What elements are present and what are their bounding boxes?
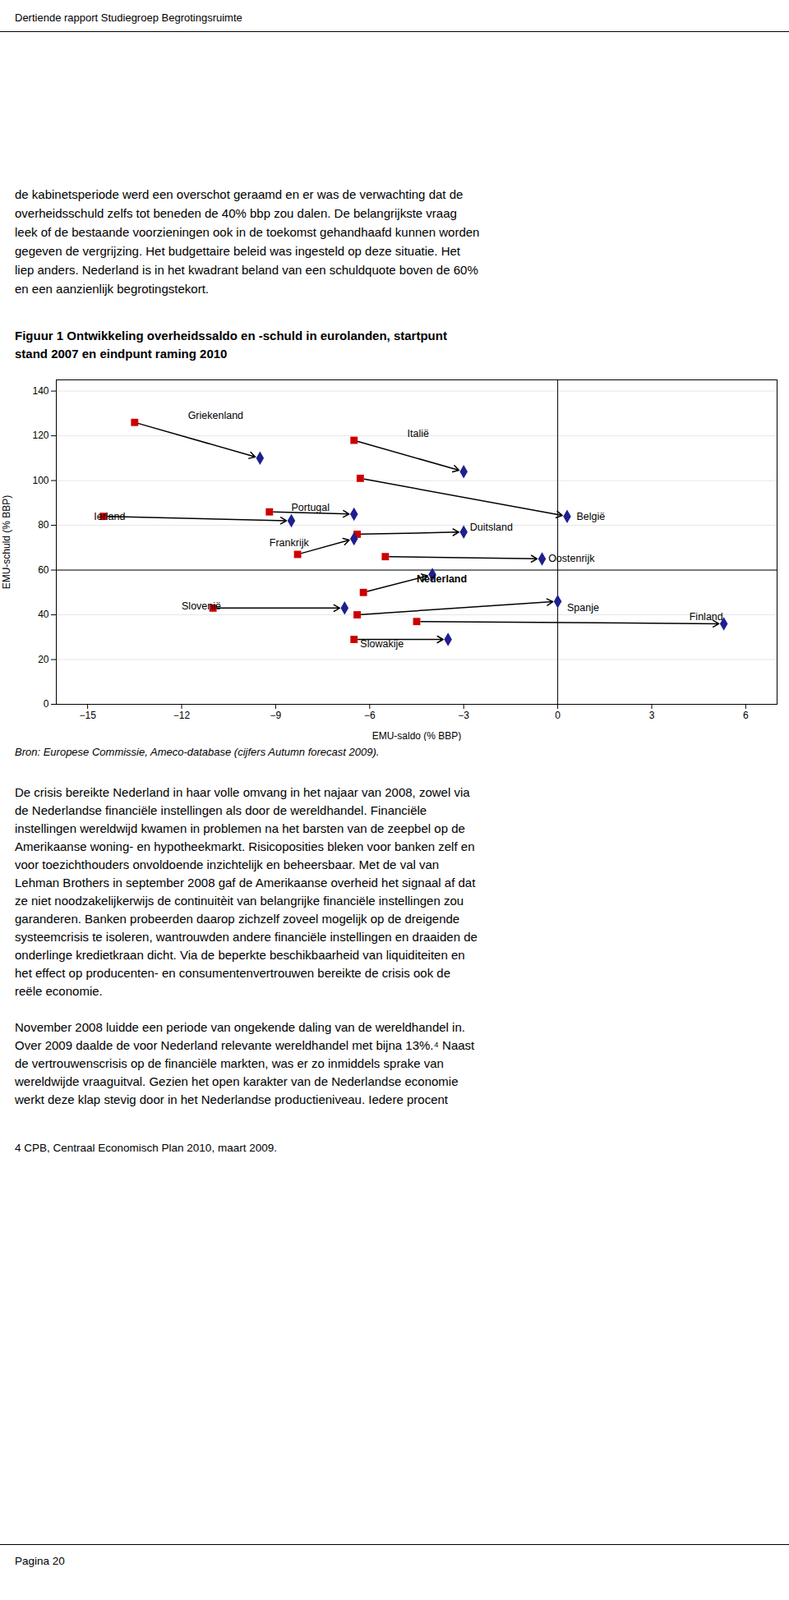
svg-text:100: 100 bbox=[32, 475, 49, 487]
svg-text:80: 80 bbox=[37, 519, 50, 531]
html-text:4 CPB, Centraal Economisch Pla: 4 CPB, Centraal Economisch Plan 2010, ma… bbox=[14, 1142, 277, 1155]
html-text:leek of de bestaande voorzieni: leek of de bestaande voorzieningen ook i… bbox=[14, 225, 480, 240]
svg-text:6: 6 bbox=[742, 710, 749, 722]
svg-text:Portugal: Portugal bbox=[290, 502, 330, 514]
html-text:instellingen wereldwijd kwamen: instellingen wereldwijd kwamen in proble… bbox=[14, 821, 466, 836]
svg-text:−6: −6 bbox=[364, 710, 376, 722]
html-text:Over 2009 daalde de voor Neder: Over 2009 daalde de voor Nederland relev… bbox=[14, 1038, 475, 1053]
svg-text:Finland: Finland bbox=[689, 611, 724, 623]
html-text:Figuur 1 Ontwikkeling overheid: Figuur 1 Ontwikkeling overheidssaldo en … bbox=[14, 328, 448, 343]
html-text:stand 2007 en eindpunt raming: stand 2007 en eindpunt raming 2010 bbox=[14, 346, 228, 361]
html-text:De crisis bereikte Nederland i: De crisis bereikte Nederland in haar vol… bbox=[14, 785, 470, 800]
svg-text:Slovenië: Slovenië bbox=[181, 600, 222, 613]
svg-text:60: 60 bbox=[37, 564, 50, 577]
html-text:Amerikaanse woning- en hypothe: Amerikaanse woning- en hypotheekmarkt. R… bbox=[14, 839, 475, 854]
html-text:overheidsschuld zelfs tot bene: overheidsschuld zelfs tot beneden de 40%… bbox=[14, 206, 457, 221]
html-text:de Nederlandse financiële inst: de Nederlandse financiële instellingen a… bbox=[14, 803, 427, 818]
html-text:het effect op producenten- en: het effect op producenten- en consumente… bbox=[14, 966, 451, 981]
html-text:Pagina 20: Pagina 20 bbox=[14, 1555, 65, 1569]
html-text:Bron: Europese Commissie, Amec: Bron: Europese Commissie, Ameco-database… bbox=[14, 746, 380, 759]
html-text:Lehman Brothers in september 2: Lehman Brothers in september 2008 gaf de… bbox=[14, 876, 476, 891]
html-text:wereldwijde vraaguitval. Gezie: wereldwijde vraaguitval. Gezien het open… bbox=[14, 1075, 459, 1089]
html-text:onderlinge kredietkraan dicht.: onderlinge kredietkraan dicht. Via de be… bbox=[14, 948, 465, 963]
html-text:gegeven de vergrijzing. Het bu: gegeven de vergrijzing. Het budgettaire … bbox=[14, 244, 461, 259]
html-text:ze niet noodzakelijkerwijs de: ze niet noodzakelijkerwijs de continuitè… bbox=[14, 894, 464, 909]
svg-text:België: België bbox=[576, 511, 605, 523]
svg-text:Oostenrijk: Oostenrijk bbox=[548, 553, 596, 565]
svg-text:−15: −15 bbox=[78, 710, 97, 722]
svg-text:−12: −12 bbox=[173, 710, 191, 722]
svg-text:3: 3 bbox=[649, 710, 656, 722]
svg-text:Slowakije: Slowakije bbox=[359, 638, 404, 651]
html-text:de kabinetsperiode werd een ov: de kabinetsperiode werd een overschot ge… bbox=[14, 187, 463, 202]
svg-text:40: 40 bbox=[37, 609, 50, 621]
svg-text:EMU-schuld (% BBP): EMU-schuld (% BBP) bbox=[0, 495, 13, 591]
svg-text:Griekenland: Griekenland bbox=[188, 410, 244, 422]
svg-text:EMU-saldo (% BBP): EMU-saldo (% BBP) bbox=[372, 730, 462, 743]
svg-text:Italië: Italië bbox=[407, 428, 430, 440]
html-text:Dertiende rapport Studiegroep: Dertiende rapport Studiegroep Begrotings… bbox=[14, 11, 243, 24]
svg-text:Ierland: Ierland bbox=[93, 511, 125, 523]
html-text:systeemcrisis te isoleren, wan: systeemcrisis te isoleren, wantrouwden a… bbox=[14, 930, 478, 945]
svg-text:0: 0 bbox=[43, 698, 50, 711]
html-text:reële economie.: reële economie. bbox=[14, 984, 103, 999]
html-text:voor toezichthouders onvoldoen: voor toezichthouders onvoldoende inzicht… bbox=[14, 858, 440, 873]
svg-text:0: 0 bbox=[554, 710, 561, 722]
svg-text:Frankrijk: Frankrijk bbox=[269, 537, 310, 550]
svg-text:Spanje: Spanje bbox=[567, 602, 600, 614]
svg-text:−9: −9 bbox=[270, 710, 282, 722]
svg-text:120: 120 bbox=[32, 429, 49, 442]
html-text:November 2008 luidde een perio: November 2008 luidde een periode van ong… bbox=[14, 1020, 466, 1035]
html-text:en een aanzienlijk begrotingst: en een aanzienlijk begrotingstekort. bbox=[14, 281, 209, 296]
html-text:de vertrouwenscrisis op de fin: de vertrouwenscrisis op de financiële ma… bbox=[14, 1056, 444, 1071]
svg-text:140: 140 bbox=[32, 385, 49, 397]
html-text:liep anders. Nederland is in h: liep anders. Nederland is in het kwadran… bbox=[14, 263, 479, 277]
svg-text:Duitsland: Duitsland bbox=[470, 521, 513, 534]
svg-text:Nederland: Nederland bbox=[416, 573, 467, 586]
svg-text:20: 20 bbox=[37, 654, 50, 666]
svg-text:−3: −3 bbox=[457, 710, 470, 722]
html-text:werkt deze klap stevig door in: werkt deze klap stevig door in het Neder… bbox=[14, 1093, 448, 1108]
html-text:garanderen. Banken probeerden: garanderen. Banken probeerden daarop zic… bbox=[14, 912, 460, 927]
